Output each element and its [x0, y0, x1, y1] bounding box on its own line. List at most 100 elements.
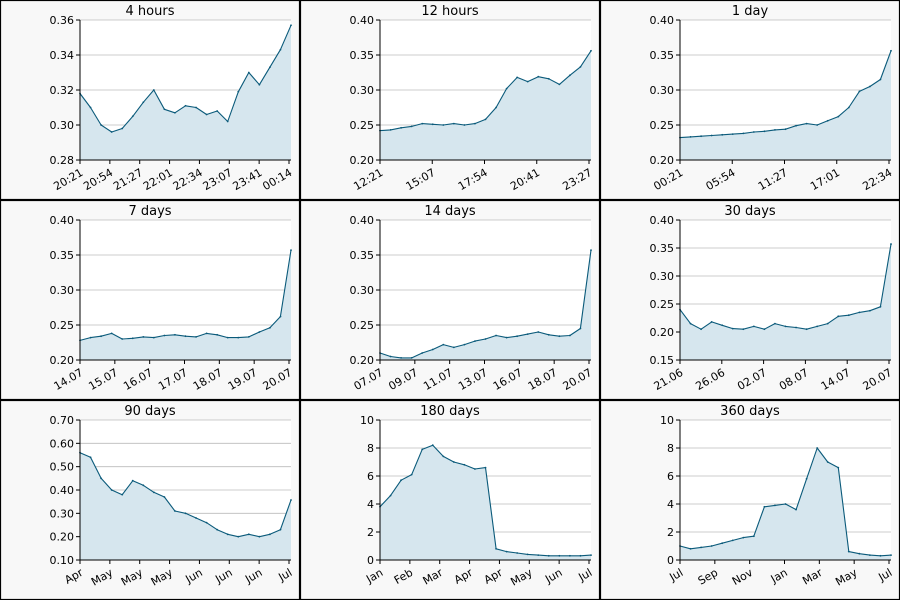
- y-tick-label: 0.40: [50, 484, 75, 497]
- data-point: [774, 129, 776, 131]
- data-point: [442, 343, 445, 346]
- data-point: [526, 553, 529, 556]
- data-point: [142, 101, 145, 104]
- data-point: [700, 546, 702, 549]
- y-tick-label: 0.36: [50, 14, 75, 27]
- data-point: [269, 533, 271, 536]
- data-point: [837, 315, 840, 318]
- data-point: [121, 338, 124, 340]
- data-point: [742, 132, 745, 135]
- data-point: [131, 337, 134, 340]
- y-tick-label: 0.30: [650, 84, 675, 97]
- y-tick-label: 0.25: [50, 319, 75, 332]
- data-point: [890, 554, 892, 556]
- data-point: [216, 333, 219, 336]
- data-point: [163, 334, 166, 337]
- data-point: [869, 85, 871, 88]
- data-point: [237, 535, 240, 538]
- data-point: [184, 512, 187, 515]
- data-point: [774, 322, 776, 325]
- data-point: [400, 357, 402, 359]
- data-point: [689, 322, 692, 325]
- data-point: [710, 134, 713, 137]
- data-point: [826, 322, 829, 325]
- data-point: [237, 90, 240, 93]
- data-point: [131, 115, 134, 118]
- y-tick-label: 0.20: [350, 354, 375, 367]
- data-point: [205, 113, 208, 116]
- data-point: [784, 325, 787, 328]
- data-point: [421, 352, 424, 354]
- data-point: [579, 327, 582, 330]
- data-point: [721, 133, 724, 136]
- data-point: [163, 496, 166, 498]
- data-point: [195, 336, 197, 338]
- data-point: [847, 550, 850, 553]
- data-point: [226, 120, 229, 123]
- data-point: [569, 74, 571, 77]
- y-tick-label: 0.30: [650, 270, 675, 283]
- y-tick-label: 2: [367, 526, 374, 539]
- data-point: [826, 461, 829, 463]
- data-point: [484, 466, 487, 469]
- data-point: [752, 325, 755, 328]
- data-point: [110, 131, 113, 133]
- y-tick-label: 2: [667, 526, 674, 539]
- x-tick-label: Jul: [575, 566, 594, 584]
- chart-panel: 4 hours0.280.300.320.340.3620:2120:5421:…: [0, 0, 301, 201]
- data-point: [579, 554, 582, 557]
- y-tick-label: 0.35: [50, 249, 75, 262]
- data-point: [452, 346, 455, 349]
- y-tick-label: 0.30: [350, 284, 375, 297]
- y-tick-label: 0.20: [50, 531, 75, 544]
- data-point: [590, 49, 592, 52]
- data-point: [431, 123, 434, 126]
- y-tick-label: 0.28: [50, 154, 75, 167]
- data-point: [731, 133, 734, 136]
- data-point: [890, 49, 892, 52]
- data-point: [100, 335, 102, 338]
- data-point: [389, 494, 392, 497]
- chart-title: 90 days: [124, 404, 176, 419]
- data-point: [431, 348, 434, 351]
- data-point: [837, 115, 840, 118]
- data-point: [121, 493, 124, 496]
- series-area: [80, 452, 291, 560]
- y-tick-label: 4: [667, 498, 674, 511]
- data-point: [442, 455, 445, 458]
- y-tick-label: 10: [360, 414, 374, 427]
- y-tick-label: 0.20: [650, 326, 675, 339]
- y-tick-label: 0.30: [350, 84, 375, 97]
- data-point: [590, 554, 592, 556]
- x-tick-label: Jul: [275, 566, 294, 584]
- data-point: [869, 554, 871, 556]
- data-point: [752, 535, 755, 538]
- data-point: [826, 119, 829, 122]
- data-point: [805, 122, 808, 125]
- data-point: [784, 503, 787, 505]
- data-point: [131, 479, 134, 482]
- data-point: [742, 536, 745, 539]
- data-point: [421, 122, 424, 125]
- data-point: [805, 477, 808, 480]
- data-point: [869, 309, 871, 312]
- data-point: [174, 111, 176, 114]
- data-point: [784, 128, 787, 131]
- data-point: [731, 539, 734, 542]
- data-point: [452, 122, 455, 125]
- chart-title: 180 days: [420, 404, 480, 419]
- chart-title: 12 hours: [421, 4, 478, 19]
- data-point: [89, 106, 92, 109]
- data-point: [205, 332, 208, 335]
- data-point: [184, 104, 187, 107]
- data-point: [247, 533, 250, 536]
- data-point: [421, 448, 424, 451]
- data-point: [410, 125, 413, 128]
- y-tick-label: 0.35: [650, 242, 675, 255]
- data-point: [689, 136, 692, 138]
- y-tick-label: 0: [367, 554, 374, 567]
- data-point: [100, 124, 102, 126]
